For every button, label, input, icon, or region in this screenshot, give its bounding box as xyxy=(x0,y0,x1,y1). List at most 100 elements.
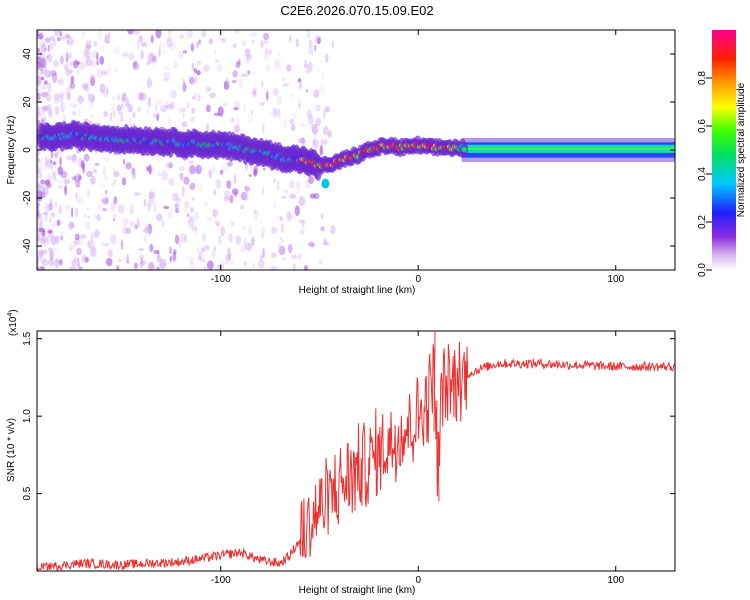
noise-speck xyxy=(245,187,252,193)
noise-speck xyxy=(37,220,41,231)
noise-speck xyxy=(205,123,209,132)
noise-speck xyxy=(114,66,118,73)
noise-speck xyxy=(128,117,133,127)
noise-speck xyxy=(198,254,201,261)
noise-speck xyxy=(142,38,149,49)
noise-speck xyxy=(179,233,187,243)
noise-speck xyxy=(261,232,264,240)
noise-speck xyxy=(213,219,221,224)
noise-speck xyxy=(182,78,185,83)
noise-speck xyxy=(40,117,43,121)
noise-speck xyxy=(297,78,302,83)
noise-speck xyxy=(112,217,115,222)
noise-speck xyxy=(59,259,63,266)
noise-speck xyxy=(305,89,309,93)
noise-speck xyxy=(39,159,43,169)
noise-speck xyxy=(233,124,240,134)
noise-speck xyxy=(37,256,40,263)
noise-speck xyxy=(170,89,178,99)
noise-speck xyxy=(196,70,201,76)
noise-speck xyxy=(274,112,278,118)
noise-speck xyxy=(39,182,46,194)
spectrogram-x-axis: -100 0 100 xyxy=(211,30,625,285)
noise-speck xyxy=(123,257,130,263)
noise-speck xyxy=(315,117,322,127)
noise-speck xyxy=(143,227,150,234)
noise-speck xyxy=(41,258,49,267)
noise-speck xyxy=(37,172,43,179)
noise-speck xyxy=(37,215,44,226)
y-tick-label: 0.5 xyxy=(22,486,33,500)
noise-speck xyxy=(250,109,253,115)
noise-speck xyxy=(323,238,328,246)
noise-speck xyxy=(109,111,113,123)
noise-speck xyxy=(78,266,83,270)
noise-speck xyxy=(238,58,241,65)
noise-speck xyxy=(182,81,187,93)
noise-speck xyxy=(322,109,326,120)
noise-speck xyxy=(197,183,203,192)
noise-speck xyxy=(213,246,217,252)
noise-speck xyxy=(247,70,251,75)
noise-speck xyxy=(37,106,41,111)
noise-speck xyxy=(310,242,316,249)
noise-speck xyxy=(265,90,269,101)
noise-speck xyxy=(128,52,135,61)
noise-speck xyxy=(124,97,130,107)
noise-speck xyxy=(296,180,301,189)
noise-speck xyxy=(121,96,125,106)
noise-speck xyxy=(63,178,71,185)
noise-speck xyxy=(327,130,331,138)
noise-speck xyxy=(117,94,120,102)
noise-speck xyxy=(77,67,80,76)
noise-speck xyxy=(188,256,195,265)
noise-speck xyxy=(272,202,277,209)
noise-speck xyxy=(143,234,147,242)
noise-speck xyxy=(250,31,257,38)
noise-speck xyxy=(298,137,305,144)
noise-speck xyxy=(40,236,47,245)
noise-speck xyxy=(278,242,282,250)
noise-speck xyxy=(245,242,253,251)
noise-speck xyxy=(193,211,199,220)
noise-speck xyxy=(75,207,78,218)
noise-speck xyxy=(99,183,106,188)
noise-speck xyxy=(48,198,54,203)
noise-speck xyxy=(182,208,189,213)
noise-speck xyxy=(191,96,196,100)
noise-speck xyxy=(248,173,252,178)
y-tick-label: -20 xyxy=(22,190,33,205)
noise-speck xyxy=(203,245,210,253)
noise-speck xyxy=(162,77,170,83)
noise-speck xyxy=(59,156,62,167)
noise-speck xyxy=(299,123,305,128)
snr-y-axis: 0.5 1.0 1.5 xyxy=(22,331,675,501)
noise-speck xyxy=(282,76,285,83)
noise-speck xyxy=(121,93,127,102)
noise-speck xyxy=(183,176,190,185)
noise-speck xyxy=(43,211,49,222)
noise-speck xyxy=(52,59,60,68)
noise-speck xyxy=(105,195,109,205)
spectrogram-x-label: Height of straight line (km) xyxy=(299,285,416,296)
noise-speck xyxy=(244,186,250,192)
noise-speck xyxy=(184,234,188,243)
noise-speck xyxy=(226,77,229,84)
noise-speck xyxy=(152,55,157,63)
noise-speck xyxy=(234,30,240,34)
noise-speck xyxy=(87,92,90,102)
noise-speck xyxy=(175,208,180,214)
noise-speck xyxy=(253,210,259,221)
noise-speck xyxy=(316,37,321,45)
noise-speck xyxy=(123,227,130,234)
noise-speck xyxy=(37,106,45,117)
noise-speck xyxy=(80,237,84,246)
noise-speck xyxy=(301,136,306,148)
snr-spike xyxy=(437,431,440,502)
y-tick-label: -40 xyxy=(22,238,33,253)
noise-speck xyxy=(140,259,147,266)
noise-speck xyxy=(38,40,44,48)
noise-speck xyxy=(116,104,122,111)
noise-speck xyxy=(54,151,59,156)
noise-speck xyxy=(298,83,303,90)
